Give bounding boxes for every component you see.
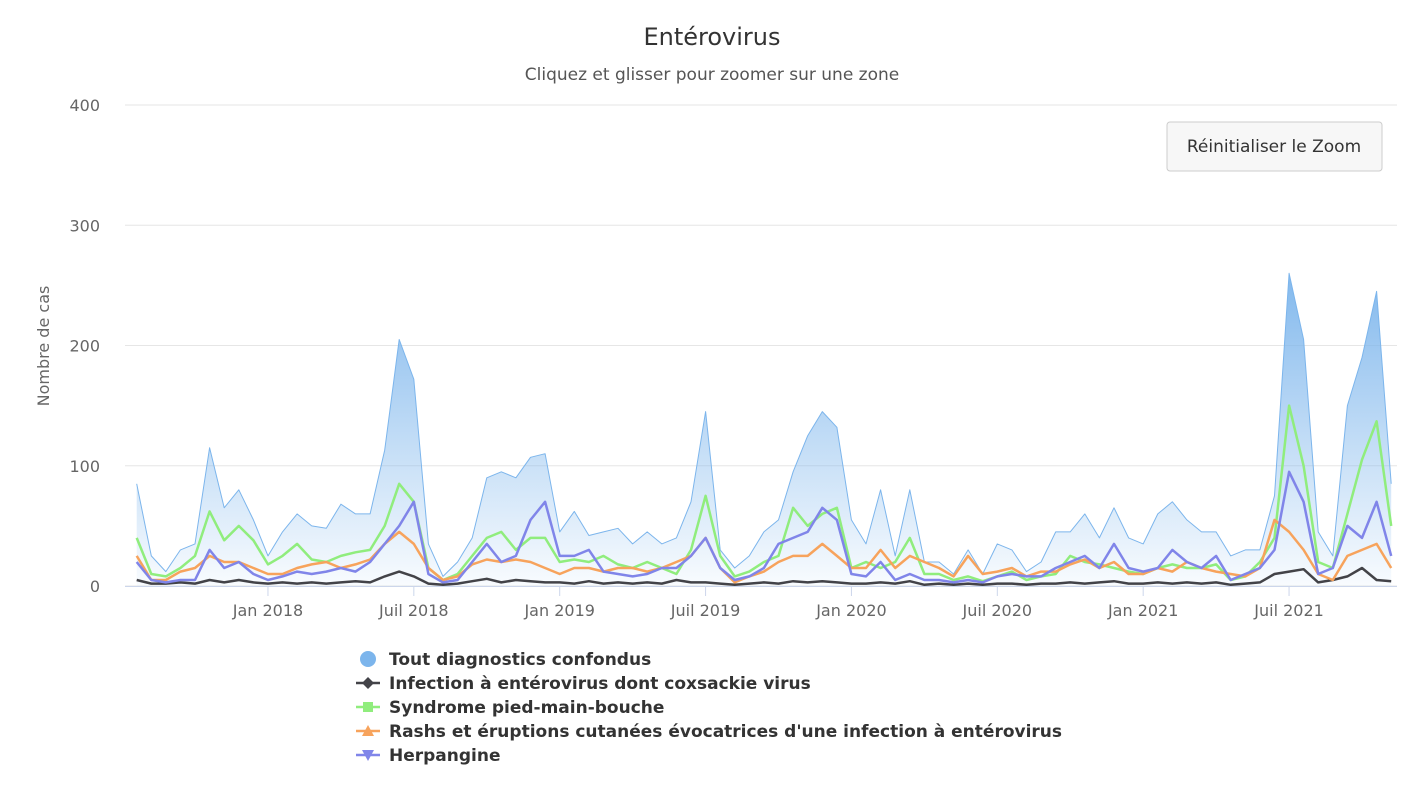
series-line: [136, 566, 1392, 587]
x-tick-label: Juil 2020: [962, 601, 1033, 620]
legend-symbol: [362, 677, 374, 689]
x-tick-label: Juil 2019: [670, 601, 741, 620]
x-tick-label: Jan 2019: [523, 601, 594, 620]
legend: Tout diagnostics confondus Infection à en…: [356, 650, 1062, 766]
legend-symbol: [363, 702, 373, 712]
legend-label[interactable]: Tout diagnostics confondus: [389, 650, 651, 670]
x-tick-label: Jan 2021: [1107, 601, 1178, 620]
series-line: [135, 404, 1393, 583]
reset-zoom-button[interactable]: Réinitialiser le Zoom: [1166, 121, 1383, 172]
button-bg[interactable]: [1166, 121, 1383, 172]
y-tick-label: 100: [69, 457, 100, 476]
x-tick-label: Juil 2018: [378, 601, 449, 620]
legend-label[interactable]: Herpangine: [389, 746, 501, 766]
plot-area: 0 100 200 300 400 Jan 2018 Juil 2018 Jan 2019 Ju…: [69, 96, 1397, 620]
legend-symbol: [360, 651, 376, 667]
legend-label[interactable]: Rashs et éruptions cutanées évocatrices …: [389, 722, 1062, 742]
x-tick-label: Juil 2021: [1253, 601, 1324, 620]
series-line: [136, 272, 1392, 577]
chart-subtitle: Cliquez et glisser pour zoomer sur une z…: [525, 65, 900, 85]
x-tick-label: Jan 2018: [232, 601, 303, 620]
series-line: [135, 470, 1393, 584]
area-fill: [136, 273, 1392, 586]
legend-symbol: [362, 750, 374, 761]
y-tick-label: 0: [90, 577, 100, 596]
y-axis-title: Nombre de cas: [34, 286, 53, 407]
y-tick-label: 300: [69, 216, 100, 235]
button-label[interactable]: Réinitialiser le Zoom: [1187, 137, 1361, 157]
legend-symbol: [362, 725, 374, 736]
x-tick-label: Jan 2020: [815, 601, 886, 620]
chart-title: Entérovirus: [643, 23, 780, 51]
legend-label[interactable]: Infection à entérovirus dont coxsackie v…: [389, 674, 811, 694]
y-tick-label: 200: [69, 337, 100, 356]
legend-label[interactable]: Syndrome pied-main-bouche: [389, 698, 664, 718]
series-line: [135, 518, 1393, 584]
y-tick-label: 400: [69, 96, 100, 115]
